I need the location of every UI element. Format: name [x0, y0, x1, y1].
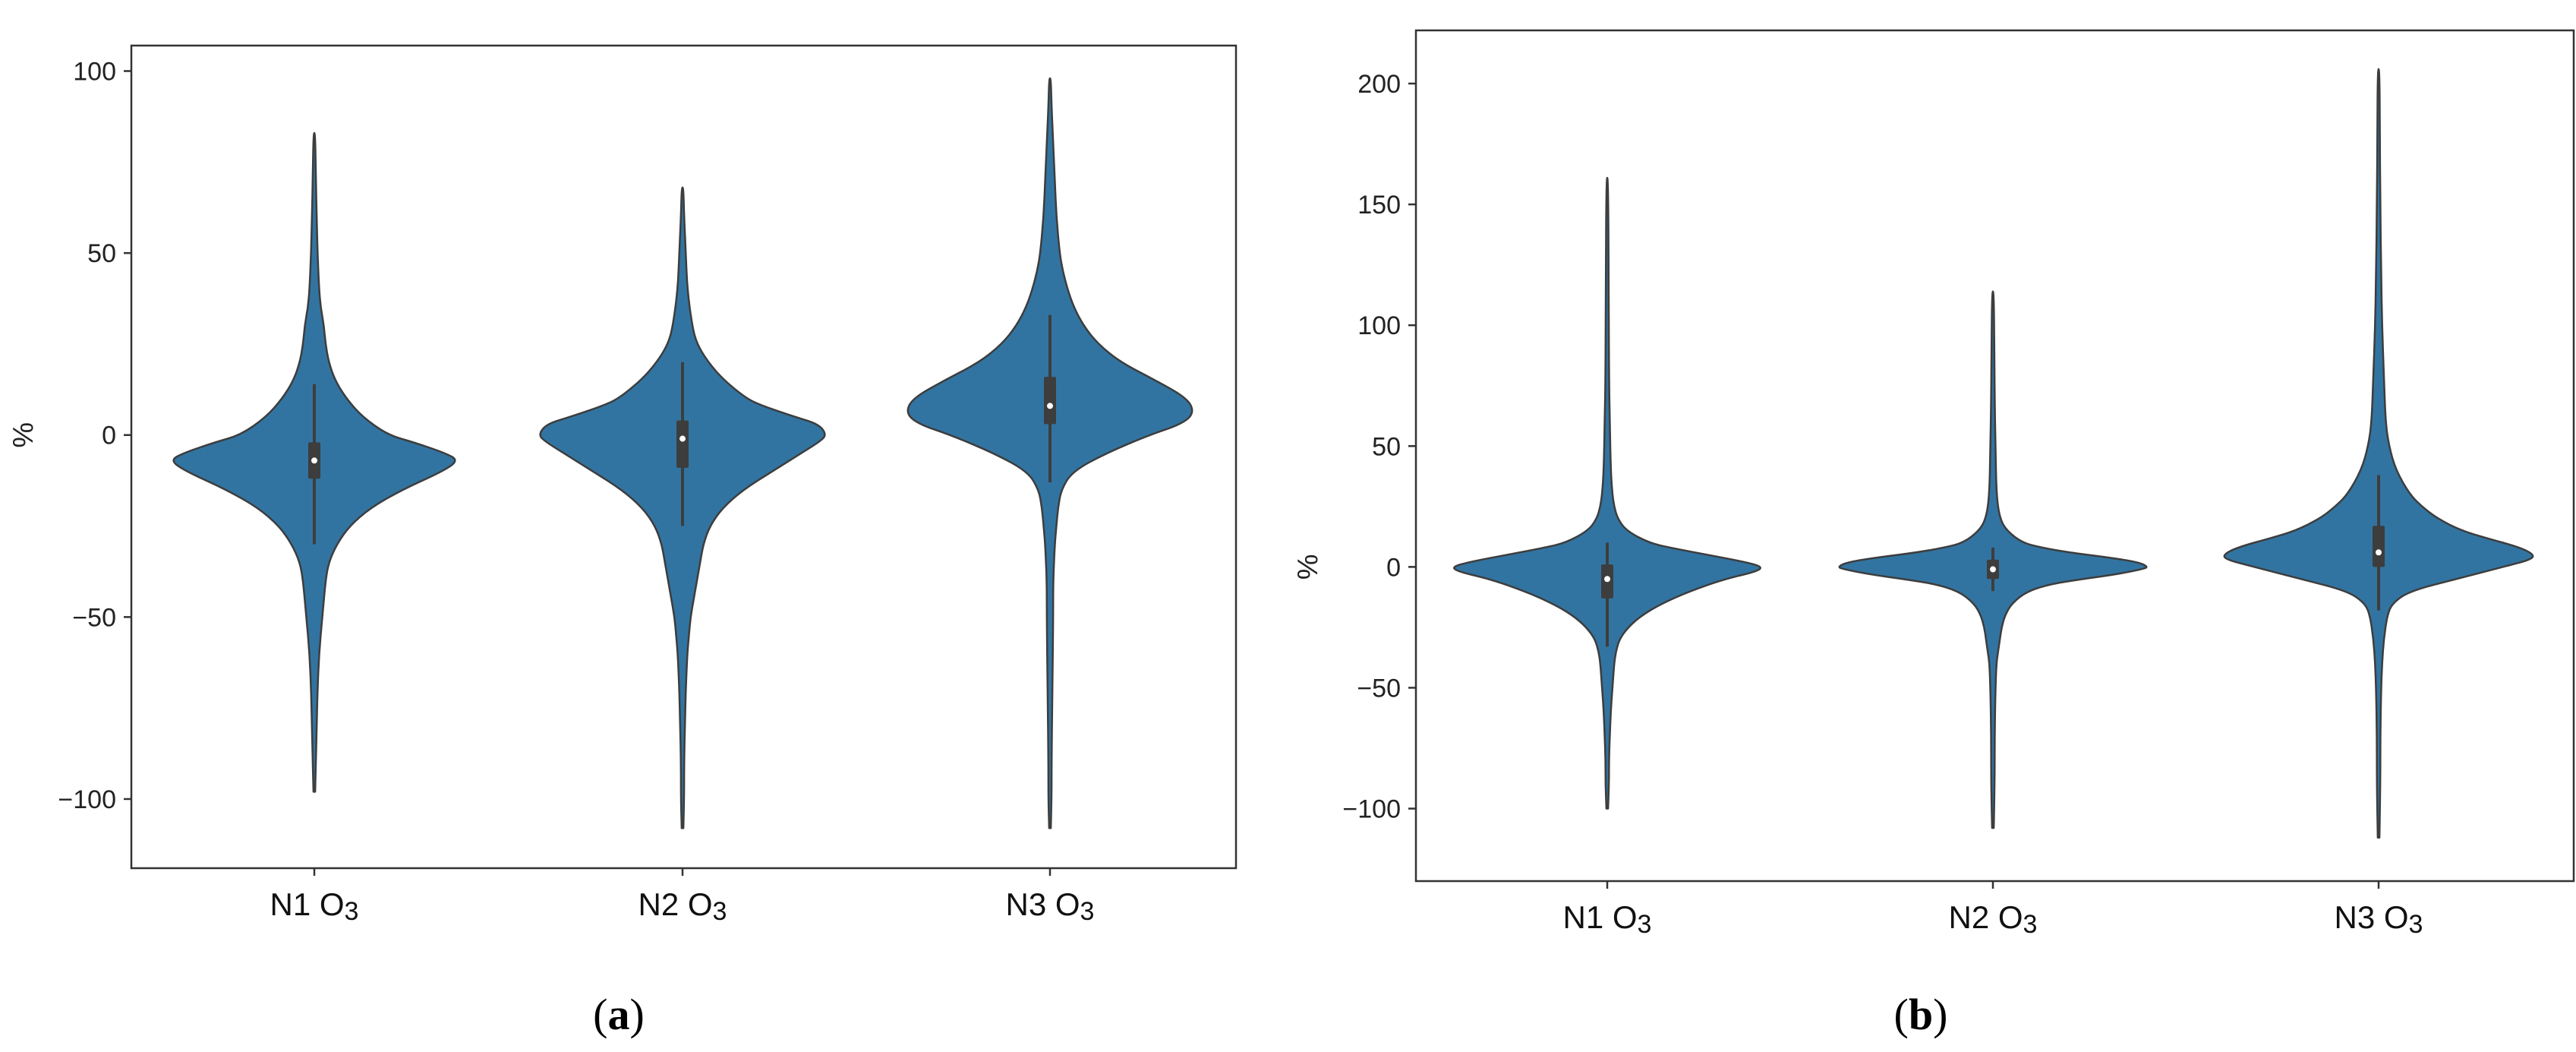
violin-median [1604, 576, 1610, 583]
x-tick-label: N1 O3 [270, 886, 359, 926]
y-tick-label: −100 [1342, 795, 1401, 824]
y-tick-label: 100 [73, 58, 116, 87]
x-tick-label: N3 O3 [2335, 899, 2423, 939]
y-tick-label: 0 [102, 422, 116, 450]
y-tick-label: −100 [58, 785, 116, 814]
violin-median [1047, 403, 1053, 409]
y-tick-label: 150 [1357, 191, 1401, 220]
violin-median [311, 457, 317, 464]
panel-label: (b) [1894, 990, 1948, 1039]
x-tick-label: N2 O3 [638, 886, 727, 926]
violin-median [2376, 549, 2382, 556]
chart-panel-b: −100 −50 0 50 100 150 200% N1 O3 N2 O3 N3 O3 (b) [1292, 29, 2575, 1039]
chart-panel-a: −100 −50 0 50 100% N1 O3 N2 O3 N3 O3 (a) [8, 44, 1238, 1039]
violin-median [1990, 566, 1996, 573]
y-axis-label: % [1292, 554, 1324, 580]
panel-label: (a) [593, 990, 645, 1039]
y-tick-label: 200 [1357, 70, 1401, 99]
violin-iqr-box [676, 420, 689, 468]
y-tick-label: −50 [1357, 674, 1401, 703]
violin-body [2223, 68, 2534, 839]
y-tick-label: −50 [72, 603, 116, 632]
violin-iqr-box [2373, 526, 2385, 567]
violin-body [1453, 176, 1761, 810]
plot-frame [130, 44, 1238, 870]
y-tick-label: 100 [1357, 311, 1401, 340]
violin-median [679, 435, 686, 442]
y-tick-label: 50 [87, 239, 116, 268]
y-tick-label: 0 [1386, 553, 1401, 582]
y-tick-label: 50 [1372, 432, 1401, 461]
x-tick-label: N2 O3 [1949, 899, 2038, 939]
y-axis-label: % [8, 422, 39, 448]
x-tick-label: N3 O3 [1006, 886, 1095, 926]
violin-iqr-box [1044, 377, 1056, 425]
plot-frame [1414, 29, 2575, 883]
x-tick-label: N1 O3 [1563, 899, 1652, 939]
